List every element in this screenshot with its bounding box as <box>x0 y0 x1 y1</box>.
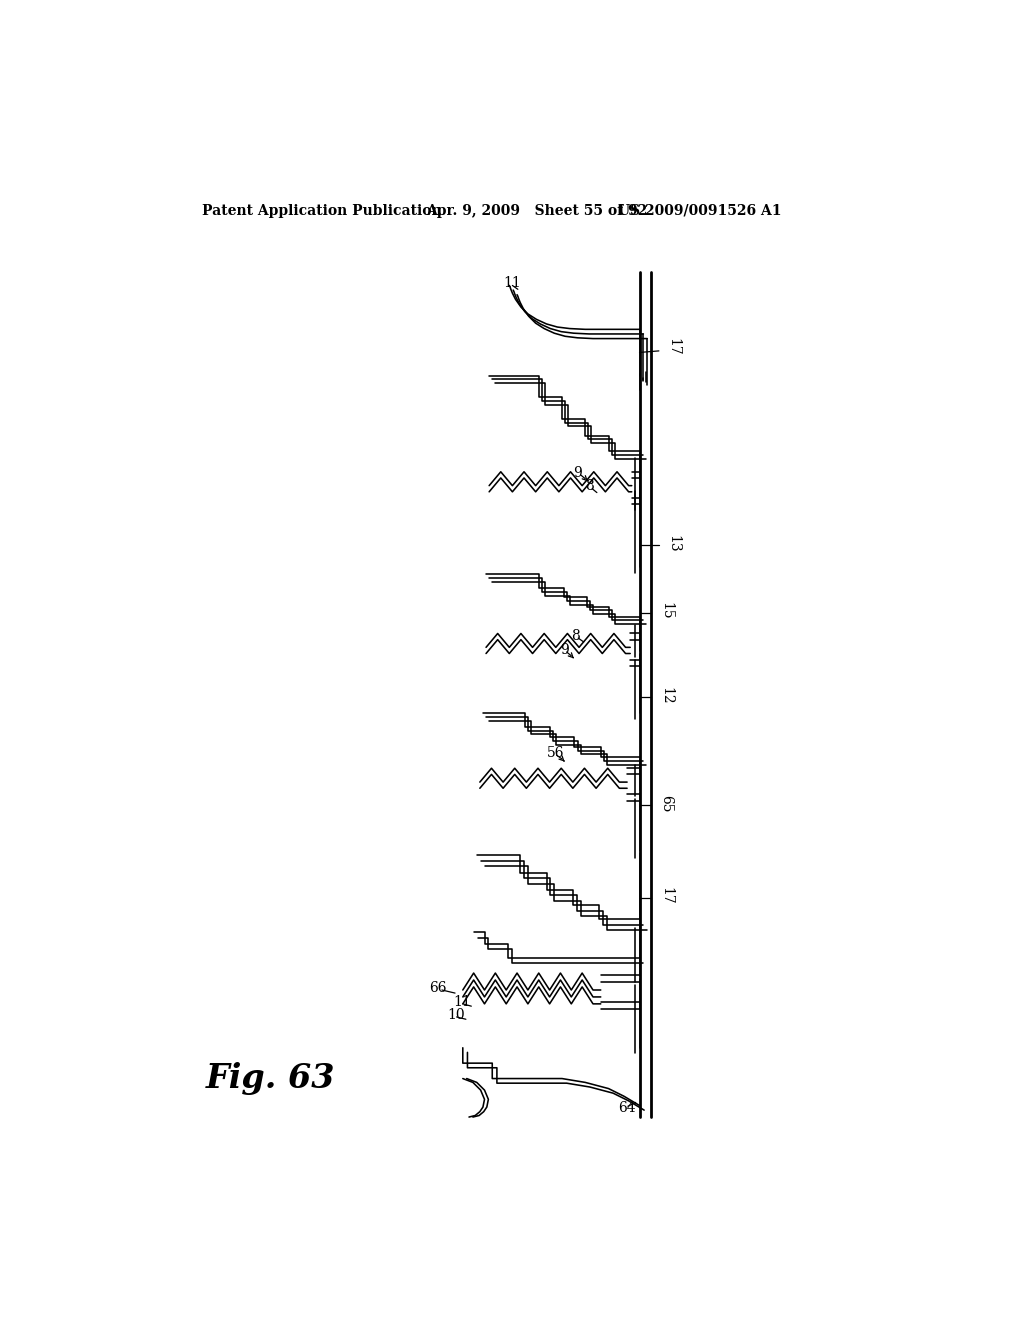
Text: 17: 17 <box>658 887 673 906</box>
Text: 10: 10 <box>447 1008 465 1023</box>
Text: 8: 8 <box>586 479 594 494</box>
Text: Patent Application Publication: Patent Application Publication <box>202 203 441 218</box>
Text: 13: 13 <box>667 535 681 552</box>
Text: 15: 15 <box>658 602 673 620</box>
Text: Fig. 63: Fig. 63 <box>206 1063 335 1096</box>
Text: 11: 11 <box>454 995 471 1010</box>
Text: 11: 11 <box>503 276 521 290</box>
Text: Apr. 9, 2009   Sheet 55 of 92: Apr. 9, 2009 Sheet 55 of 92 <box>426 203 647 218</box>
Text: 8: 8 <box>571 628 580 643</box>
Text: 9: 9 <box>560 643 568 656</box>
Text: 66: 66 <box>429 982 446 995</box>
Text: US 2009/0091526 A1: US 2009/0091526 A1 <box>617 203 781 218</box>
Text: 17: 17 <box>667 338 681 356</box>
Text: 9: 9 <box>573 466 583 479</box>
Text: 56: 56 <box>547 746 564 760</box>
Text: 64: 64 <box>617 1101 636 1115</box>
Text: 65: 65 <box>658 795 673 812</box>
Text: 12: 12 <box>658 686 673 705</box>
